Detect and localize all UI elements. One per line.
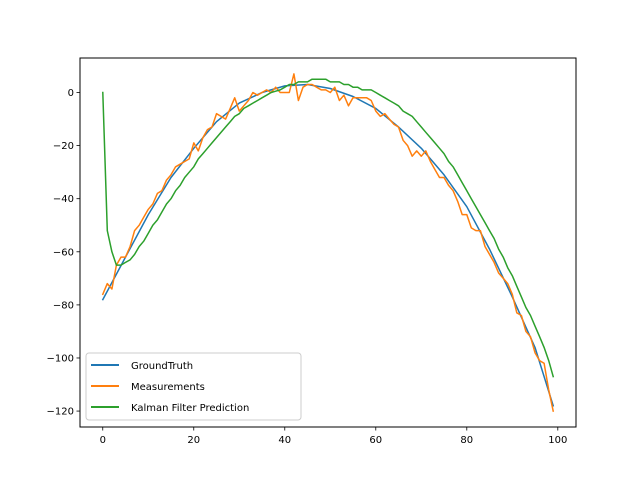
y-tick-label: 0: [68, 88, 74, 99]
series-line-kalman-filter-prediction: [102, 78, 555, 378]
x-tick-label: 100: [548, 435, 567, 446]
y-tick-label: −40: [53, 194, 74, 205]
y-tick-label: −20: [53, 141, 74, 152]
legend-label-groundtruth: GroundTruth: [131, 361, 193, 372]
plot-area: [101, 73, 555, 412]
x-tick-label: 0: [100, 435, 106, 446]
x-tick-label: 60: [369, 435, 382, 446]
x-tick-label: 40: [278, 435, 291, 446]
y-tick-label: −60: [53, 247, 74, 258]
legend: GroundTruth Measurements Kalman Filter P…: [85, 352, 302, 421]
x-tick-label: 80: [460, 435, 473, 446]
legend-label-measurements: Measurements: [131, 382, 205, 393]
x-axis: 0 20 40 60 80 100: [100, 427, 567, 446]
series-line-measurements: [101, 73, 555, 412]
legend-label-kalman-filter-prediction: Kalman Filter Prediction: [131, 403, 249, 414]
legend-frame: [85, 352, 302, 421]
y-tick-label: −100: [47, 353, 74, 364]
axes-frame: [79, 57, 577, 428]
y-axis: 0 −20 −40 −60 −80 −100 −120: [47, 88, 80, 418]
y-tick-label: −80: [53, 300, 74, 311]
x-tick-label: 20: [187, 435, 200, 446]
y-tick-label: −120: [47, 407, 74, 418]
